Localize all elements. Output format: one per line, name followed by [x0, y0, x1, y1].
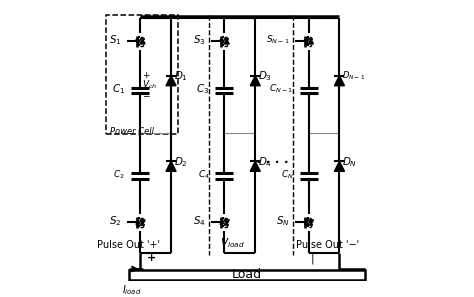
Text: +: +	[147, 253, 156, 263]
Text: $C_2$: $C_2$	[113, 168, 125, 181]
Text: . . . .: . . . .	[257, 153, 290, 166]
Text: $C_4$: $C_4$	[198, 168, 210, 181]
Text: $I_{load}$: $I_{load}$	[122, 283, 141, 297]
Text: Pulse Out '+': Pulse Out '+'	[97, 241, 160, 250]
Text: $D_2$: $D_2$	[174, 155, 188, 169]
Polygon shape	[166, 76, 176, 86]
Polygon shape	[334, 76, 345, 86]
Text: $D_{N-1}$: $D_{N-1}$	[342, 70, 365, 83]
Polygon shape	[224, 39, 229, 44]
Text: $D_1$: $D_1$	[174, 69, 188, 83]
Text: $D_3$: $D_3$	[258, 69, 272, 83]
Text: $C_{N-1}$: $C_{N-1}$	[269, 83, 293, 95]
Text: |: |	[311, 253, 315, 264]
Text: $S_N$: $S_N$	[276, 214, 290, 228]
Text: $V_{ch}$: $V_{ch}$	[142, 79, 157, 91]
Text: Pulse Out '−': Pulse Out '−'	[296, 241, 359, 250]
Text: $S_{N-1}$: $S_{N-1}$	[266, 34, 290, 46]
Polygon shape	[166, 161, 176, 171]
Polygon shape	[309, 220, 313, 225]
Text: $V_{load}$: $V_{load}$	[220, 237, 245, 250]
Text: +: +	[142, 71, 150, 80]
Polygon shape	[250, 161, 260, 171]
Text: $D_4$: $D_4$	[258, 155, 272, 169]
Text: $D_N$: $D_N$	[342, 155, 357, 169]
Text: $C_N$: $C_N$	[281, 168, 294, 181]
Polygon shape	[334, 161, 345, 171]
Polygon shape	[224, 220, 229, 225]
Text: $S_4$: $S_4$	[193, 214, 206, 228]
Polygon shape	[140, 39, 145, 44]
Polygon shape	[250, 76, 260, 86]
Text: $C_3$: $C_3$	[196, 82, 210, 96]
Polygon shape	[309, 39, 313, 44]
Text: $-$: $-$	[142, 90, 151, 99]
Text: $C_1$: $C_1$	[111, 82, 125, 96]
Text: $S_3$: $S_3$	[193, 33, 206, 47]
Text: $S_1$: $S_1$	[109, 33, 121, 47]
FancyBboxPatch shape	[129, 270, 365, 280]
Text: Load: Load	[232, 268, 262, 281]
Text: $S_2$: $S_2$	[109, 214, 121, 228]
Text: Power Cell: Power Cell	[110, 127, 154, 136]
Polygon shape	[140, 220, 145, 225]
